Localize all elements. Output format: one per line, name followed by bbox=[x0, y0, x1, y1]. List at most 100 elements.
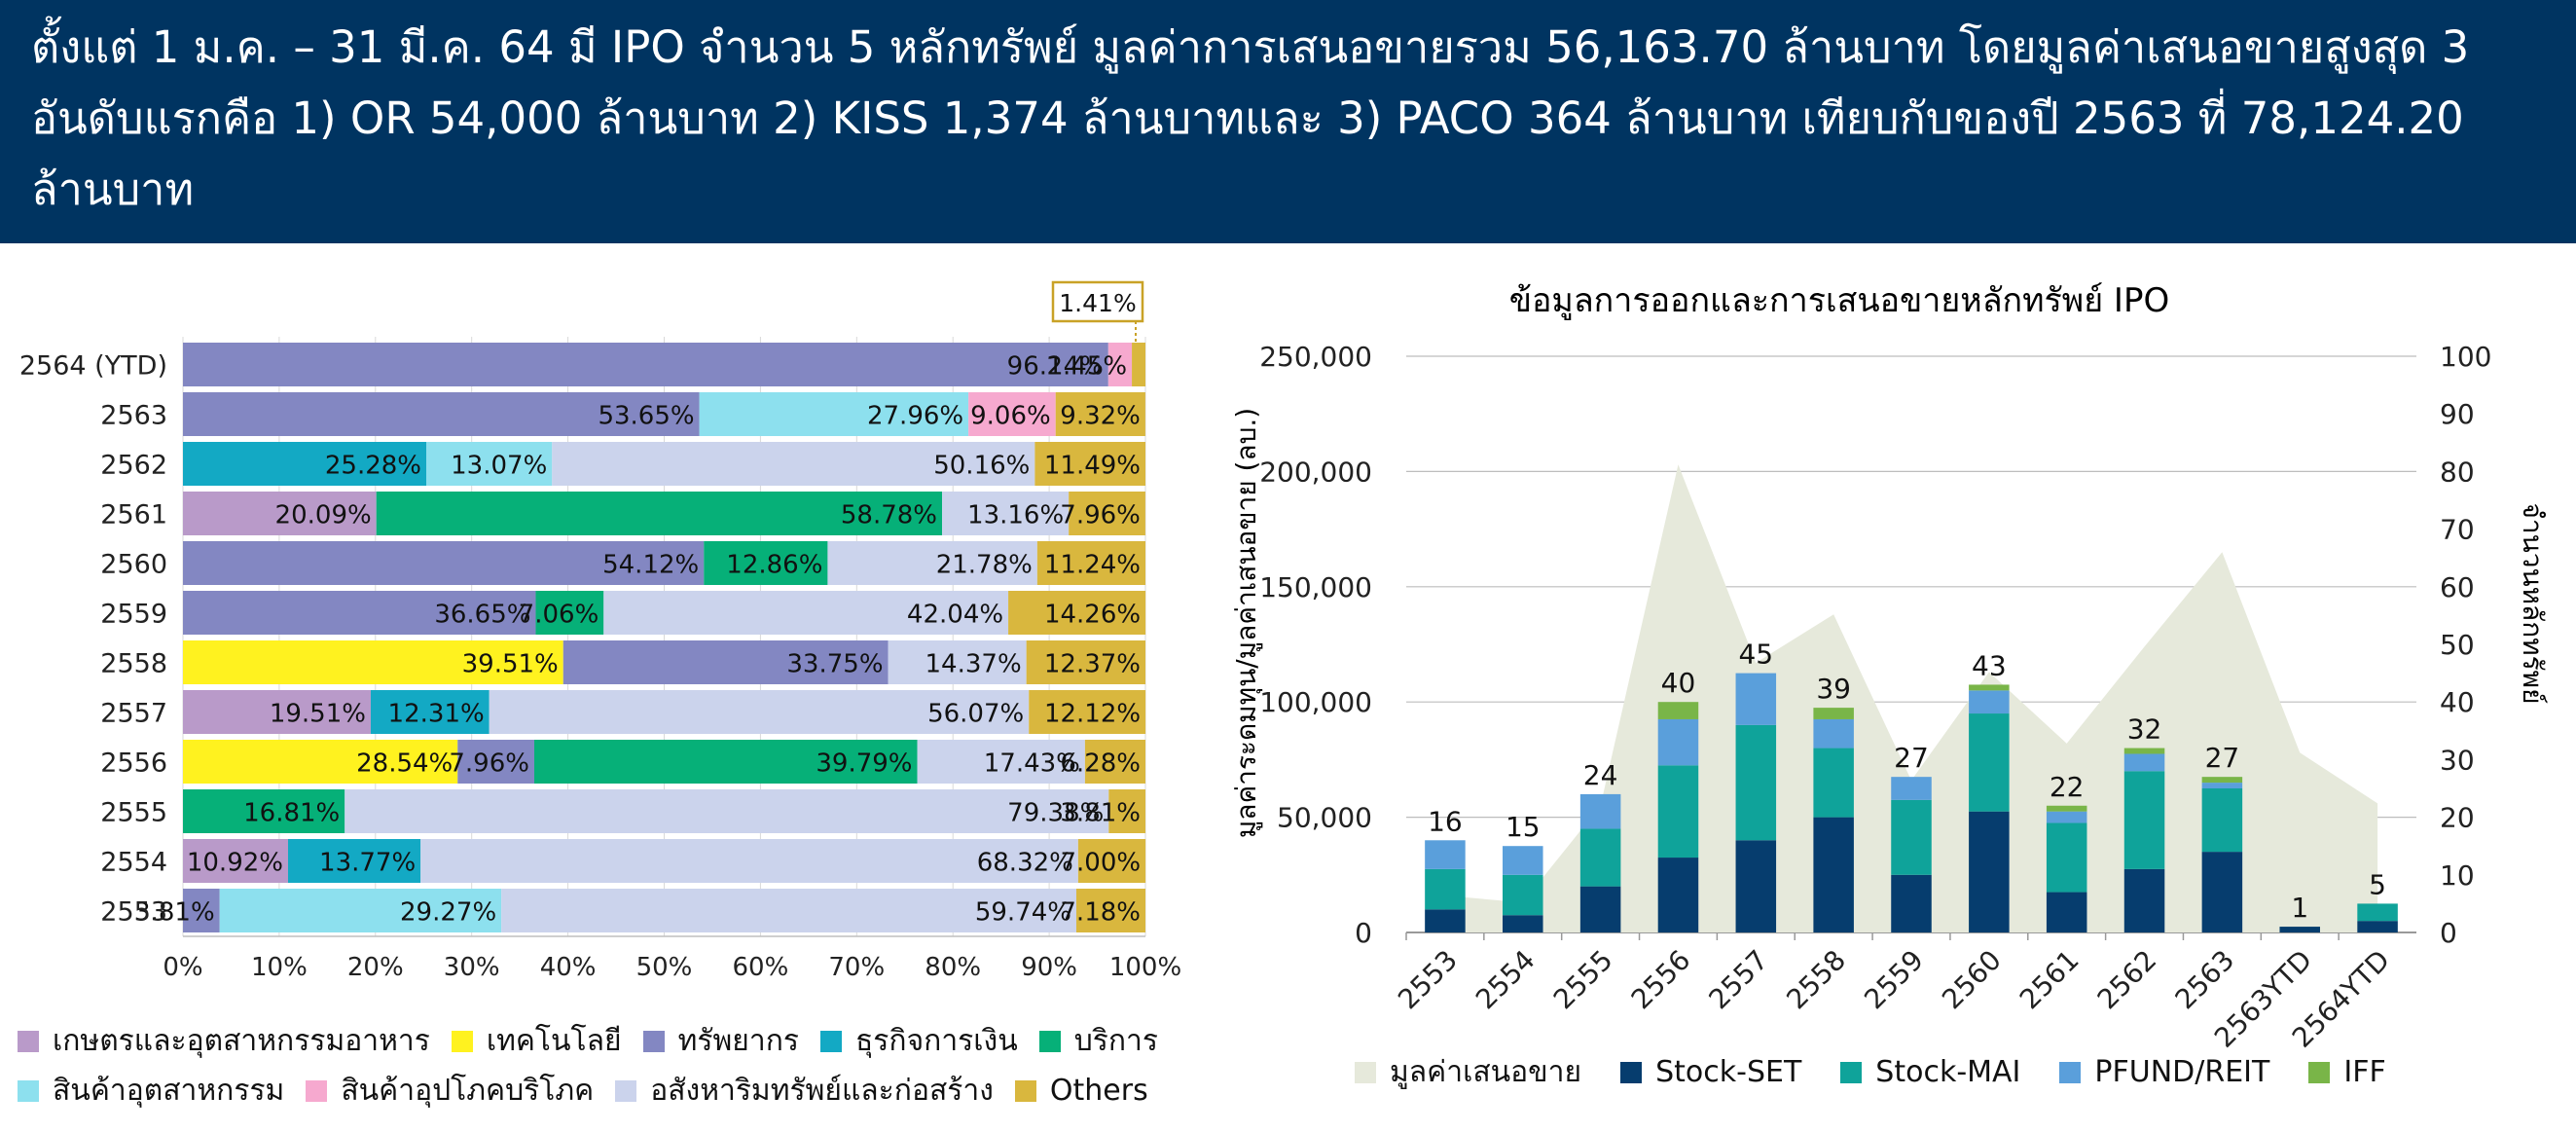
left-x-tick-label: 100% bbox=[1109, 953, 1181, 982]
right-bar-segment bbox=[1735, 724, 1777, 841]
right-total-label: 16 bbox=[1428, 805, 1463, 837]
legend-label: สินค้าอุตสาหกรรม bbox=[53, 1074, 285, 1108]
left-category-label: 2558 bbox=[100, 649, 167, 679]
left-data-label: 12.12% bbox=[1044, 700, 1141, 729]
legend-swatch bbox=[820, 1030, 842, 1052]
legend-swatch bbox=[2059, 1061, 2082, 1083]
right-bar-segment bbox=[1503, 874, 1543, 916]
left-bar-segment bbox=[1077, 839, 1146, 883]
legend-swatch bbox=[18, 1079, 39, 1102]
right-bar-segment bbox=[2123, 771, 2165, 869]
right-x-tick-label: 2556 bbox=[1625, 944, 1697, 1016]
left-data-label: 12.31% bbox=[388, 700, 485, 729]
left-bar-segment bbox=[968, 392, 1056, 436]
legend-label: มูลค่าเสนอขาย bbox=[1390, 1055, 1582, 1089]
right-y2-tick-label: 50 bbox=[2440, 629, 2475, 661]
left-bar-segment bbox=[1107, 343, 1133, 386]
left-data-label: 7.96% bbox=[1060, 501, 1141, 530]
left-bar-segment bbox=[533, 740, 918, 784]
sector-share-chart: 96.14%2.45% 53.65% 27.96% 9.06% 9.32% 25.28% 1… bbox=[19, 280, 1181, 982]
right-y2-tick-label: 80 bbox=[2440, 456, 2475, 488]
left-legend-item: อสังหาริมทรัพย์และก่อสร้าง bbox=[615, 1068, 994, 1114]
right-x-tick-label: 2563 bbox=[2169, 944, 2241, 1016]
legend-swatch bbox=[642, 1030, 665, 1052]
right-bar-segment bbox=[2357, 921, 2398, 932]
left-data-label: 3.81% bbox=[134, 898, 215, 928]
left-bar-segment bbox=[183, 889, 220, 932]
legend-swatch bbox=[1038, 1030, 1061, 1052]
right-x-tick-label: 2555 bbox=[1547, 944, 1619, 1016]
left-x-tick-label: 90% bbox=[1021, 953, 1077, 982]
right-x-tick-label: 2557 bbox=[1703, 944, 1775, 1016]
legend-swatch bbox=[1014, 1079, 1036, 1102]
right-chart-title: ข้อมูลการออกและการเสนอขายหลักทรัพย์ IPO bbox=[1509, 281, 2169, 320]
right-y2-tick-label: 20 bbox=[2440, 802, 2475, 834]
right-y2-tick-label: 100 bbox=[2440, 341, 2491, 373]
right-y2-tick-label: 90 bbox=[2440, 398, 2475, 430]
right-bar-segment bbox=[1425, 840, 1466, 869]
right-bar-segment bbox=[2046, 811, 2087, 823]
legend-label: Others bbox=[1049, 1074, 1148, 1108]
left-data-label: 13.77% bbox=[319, 849, 416, 878]
right-bar-segment bbox=[1425, 868, 1466, 910]
left-category-label: 2561 bbox=[100, 500, 167, 530]
left-data-label: 14.26% bbox=[1044, 601, 1141, 630]
legend-label: เทคโนโลยี bbox=[486, 1024, 622, 1058]
left-data-label: 39.51% bbox=[462, 650, 559, 679]
right-y2-tick-label: 30 bbox=[2440, 744, 2475, 776]
left-data-label: 16.81% bbox=[243, 799, 340, 828]
legend-label: เกษตรและอุตสาหกรรมอาหาร bbox=[53, 1024, 430, 1058]
right-bar-segment bbox=[2123, 753, 2165, 772]
right-legend-item: มูลค่าเสนอขาย bbox=[1355, 1049, 1581, 1095]
legend-label: สินค้าอุปโภคบริโภค bbox=[341, 1074, 595, 1108]
right-total-label: 24 bbox=[1583, 759, 1618, 791]
left-x-tick-label: 60% bbox=[733, 953, 789, 982]
left-data-label: 53.65% bbox=[598, 402, 694, 431]
legend-swatch bbox=[306, 1079, 328, 1102]
right-bar-segment bbox=[1503, 915, 1543, 932]
right-bar-segment bbox=[1891, 874, 1932, 932]
left-x-tick-label: 10% bbox=[251, 953, 308, 982]
left-callout-box bbox=[1051, 280, 1144, 323]
left-category-label: 2555 bbox=[100, 798, 167, 828]
legend-swatch bbox=[2308, 1061, 2331, 1083]
right-bar-segment bbox=[1503, 846, 1543, 875]
right-y2-tick-label: 70 bbox=[2440, 514, 2475, 546]
left-legend-item: เทคโนโลยี bbox=[451, 1018, 622, 1064]
left-bar-segment bbox=[457, 740, 534, 784]
right-total-label: 27 bbox=[2205, 742, 2240, 774]
left-bar-segment bbox=[1036, 541, 1145, 585]
left-data-label: 42.04% bbox=[907, 601, 1003, 630]
left-data-label: 25.28% bbox=[325, 452, 421, 481]
right-bar-segment bbox=[2201, 852, 2243, 932]
left-bar-segment bbox=[699, 392, 969, 436]
right-y-tick-labels: 0 50,000 100,000 150,000 200,000 250,000 bbox=[1259, 341, 1372, 949]
right-bar-segment bbox=[2201, 788, 2243, 853]
legend-label: IFF bbox=[2343, 1055, 2386, 1089]
left-bar-segment bbox=[376, 492, 943, 535]
left-x-tick-label: 50% bbox=[636, 953, 693, 982]
left-category-labels: 2564 (YTD) 2563 2562 2561 2560 2559 2558 2557 25… bbox=[19, 351, 167, 928]
left-bar-segment bbox=[183, 640, 563, 684]
right-legend-item: PFUND/REIT bbox=[2059, 1055, 2269, 1089]
right-bar-segment bbox=[2046, 892, 2087, 932]
right-bar-segment bbox=[1813, 708, 1854, 719]
right-x-tick-label: 2559 bbox=[1858, 944, 1930, 1016]
legend-label: บริการ bbox=[1073, 1024, 1158, 1058]
left-bar-segment bbox=[1069, 492, 1145, 535]
left-category-label: 2562 bbox=[100, 451, 167, 481]
right-bar-segment bbox=[1657, 718, 1699, 766]
right-bar-segment bbox=[1657, 765, 1699, 858]
left-bar-segment bbox=[942, 492, 1070, 535]
left-x-tick-label: 70% bbox=[828, 953, 885, 982]
right-bar-segment bbox=[2357, 903, 2398, 922]
left-bar-segment bbox=[287, 839, 421, 883]
legend-swatch bbox=[18, 1030, 39, 1052]
left-data-label: 2.45% bbox=[1046, 352, 1127, 382]
left-gridlines bbox=[182, 337, 1146, 937]
legend-swatch bbox=[1840, 1061, 1863, 1083]
left-bar-segment bbox=[552, 442, 1035, 486]
left-category-label: 2559 bbox=[100, 600, 167, 630]
left-data-label: 7.06% bbox=[519, 601, 599, 630]
legend-label: อสังหาริมทรัพย์และก่อสร้าง bbox=[650, 1074, 994, 1108]
